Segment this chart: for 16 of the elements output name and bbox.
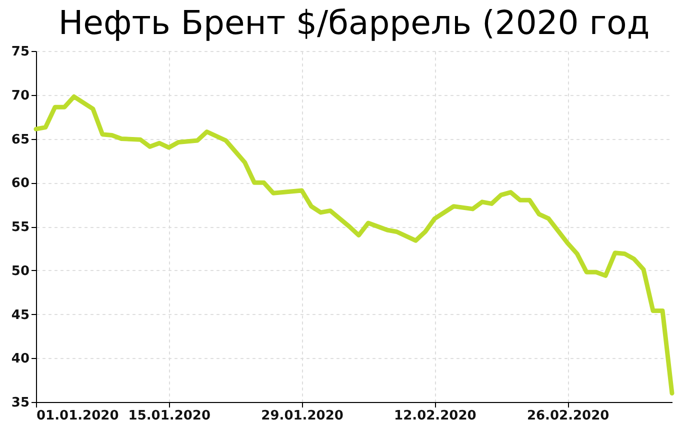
y-tick-label: 45 [11,308,30,323]
y-tick-label: 55 [11,220,30,235]
x-tick-label: 26.02.2020 [526,408,610,424]
y-tick-label: 60 [11,176,30,192]
x-tick-label: 12.02.2020 [394,408,476,424]
y-tick-label: 35 [11,396,30,410]
y-tick-label: 65 [11,132,30,148]
line-series [34,94,674,396]
y-tick-label: 75 [11,44,30,60]
x-tick-label: 01.01.2020 [36,408,119,424]
x-tick-label: 29.01.2020 [261,408,344,424]
x-tick-label: 15.01.2020 [128,408,211,424]
chart-title: Нефть Брент $/баррель (2020 год [58,3,650,42]
y-tick-label: 40 [11,352,30,367]
y-tick-label: 50 [11,264,30,279]
y-tick-label: 70 [11,88,30,104]
